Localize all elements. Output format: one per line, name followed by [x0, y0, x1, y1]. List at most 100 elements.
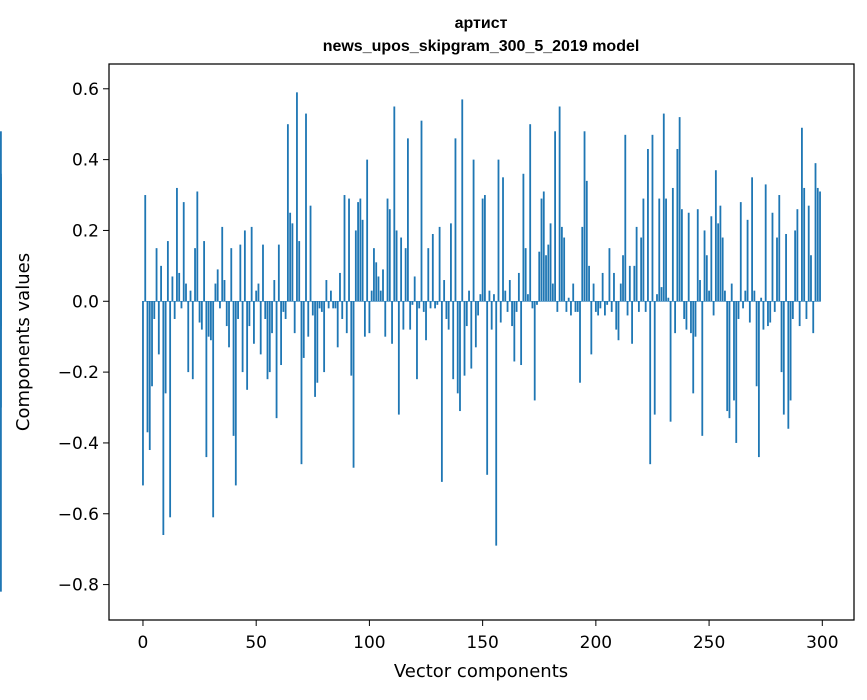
bar: [257, 283, 260, 302]
bar: [239, 244, 242, 302]
bar: [769, 301, 772, 323]
bar: [737, 301, 740, 319]
bar: [212, 301, 215, 518]
bar: [719, 205, 722, 302]
bar: [692, 301, 695, 394]
bar: [529, 124, 532, 302]
bar: [590, 301, 593, 355]
x-tick-label: 300: [806, 633, 838, 653]
bar: [187, 301, 190, 373]
bar: [434, 301, 436, 309]
bar: [751, 177, 753, 302]
bar: [531, 301, 534, 309]
bar: [773, 301, 776, 312]
bar: [787, 301, 790, 429]
bar: [268, 301, 271, 373]
bar: [757, 301, 760, 458]
bar: [798, 301, 801, 327]
bar: [191, 301, 194, 380]
bar: [404, 248, 407, 302]
bar: [359, 198, 362, 302]
bar: [724, 290, 726, 302]
bar: [622, 255, 624, 302]
bar: [742, 301, 744, 309]
bar: [298, 241, 301, 302]
bar: [302, 301, 305, 358]
bar: [681, 209, 683, 302]
bar: [588, 265, 590, 302]
bar: [0, 244, 2, 302]
bar: [637, 301, 640, 312]
bar: [0, 301, 2, 592]
bar: [653, 301, 656, 415]
bar: [418, 301, 421, 309]
bar: [189, 290, 192, 302]
bar: [486, 301, 489, 475]
bar: [522, 173, 525, 302]
bar: [259, 301, 262, 355]
bar: [502, 177, 504, 302]
bar: [594, 301, 597, 312]
bar: [160, 265, 162, 302]
bar: [567, 297, 570, 302]
bar: [597, 301, 600, 316]
bar: [558, 106, 561, 302]
bar: [538, 251, 541, 302]
bar: [271, 301, 273, 334]
bar: [438, 226, 441, 302]
bar: [488, 290, 491, 302]
bar: [422, 301, 425, 312]
bar: [171, 276, 174, 302]
bar: [810, 255, 812, 302]
bar: [443, 280, 446, 302]
bar: [320, 301, 323, 312]
bar: [674, 301, 677, 334]
bar: [384, 301, 387, 337]
bar: [472, 159, 475, 302]
x-tick-label: 100: [353, 633, 385, 653]
bar: [760, 297, 763, 302]
bar: [332, 301, 335, 309]
bar: [409, 301, 412, 330]
y-axis-label: Components values: [13, 253, 34, 431]
bar: [368, 301, 371, 334]
bar: [536, 301, 538, 305]
bar: [166, 241, 169, 302]
bar: [425, 301, 427, 341]
bar: [819, 191, 821, 302]
bar: [599, 301, 602, 309]
bar: [379, 290, 382, 302]
bar: [563, 237, 566, 302]
x-tick-label: 250: [693, 633, 725, 653]
bar: [282, 301, 285, 312]
bar: [277, 244, 280, 302]
bar: [468, 290, 470, 302]
bar: [237, 301, 239, 319]
x-tick-label: 150: [466, 633, 498, 653]
bar: [416, 301, 418, 380]
bar: [678, 117, 681, 302]
bar: [447, 301, 450, 330]
bar: [436, 301, 439, 305]
bar: [540, 198, 543, 302]
bar: [284, 301, 287, 319]
chart-subtitle: news_upos_skipgram_300_5_2019 model: [323, 38, 640, 55]
bar: [207, 301, 210, 337]
bar: [658, 198, 661, 302]
x-tick-label: 200: [580, 633, 612, 653]
bars-group: [0, 92, 821, 592]
bar: [262, 244, 264, 302]
bar: [459, 301, 461, 412]
bar: [755, 301, 758, 387]
y-tick-label: −0.4: [58, 434, 99, 454]
bar: [565, 301, 568, 312]
bar: [701, 301, 704, 436]
bar: [807, 205, 810, 302]
bar: [397, 301, 400, 415]
bar: [354, 230, 357, 302]
bar: [330, 290, 332, 302]
bar: [651, 134, 654, 302]
bar: [173, 301, 176, 319]
bar: [791, 301, 794, 319]
